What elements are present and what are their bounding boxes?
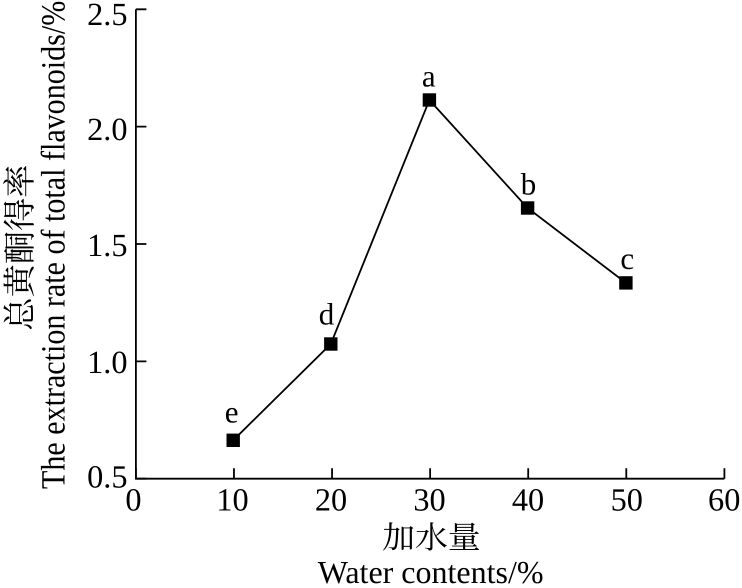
svg-text:1.5: 1.5 bbox=[87, 227, 127, 263]
svg-text:30: 30 bbox=[413, 481, 445, 517]
svg-text:Water contents/%: Water contents/% bbox=[318, 554, 544, 588]
svg-text:10: 10 bbox=[216, 481, 248, 517]
svg-text:50: 50 bbox=[611, 481, 643, 517]
svg-text:a: a bbox=[422, 59, 436, 94]
svg-text:The extraction rate of total f: The extraction rate of total flavonoids/… bbox=[36, 1, 73, 489]
svg-text:d: d bbox=[319, 296, 335, 331]
svg-text:1.0: 1.0 bbox=[87, 344, 127, 380]
svg-text:2.5: 2.5 bbox=[87, 0, 127, 32]
svg-text:0.5: 0.5 bbox=[87, 459, 127, 495]
svg-text:c: c bbox=[620, 241, 634, 276]
svg-text:b: b bbox=[521, 167, 537, 202]
svg-text:20: 20 bbox=[315, 481, 347, 517]
svg-text:e: e bbox=[225, 394, 239, 429]
svg-text:2.0: 2.0 bbox=[87, 111, 127, 147]
svg-text:0: 0 bbox=[125, 481, 141, 517]
svg-text:40: 40 bbox=[512, 481, 544, 517]
svg-text:60: 60 bbox=[708, 481, 740, 517]
